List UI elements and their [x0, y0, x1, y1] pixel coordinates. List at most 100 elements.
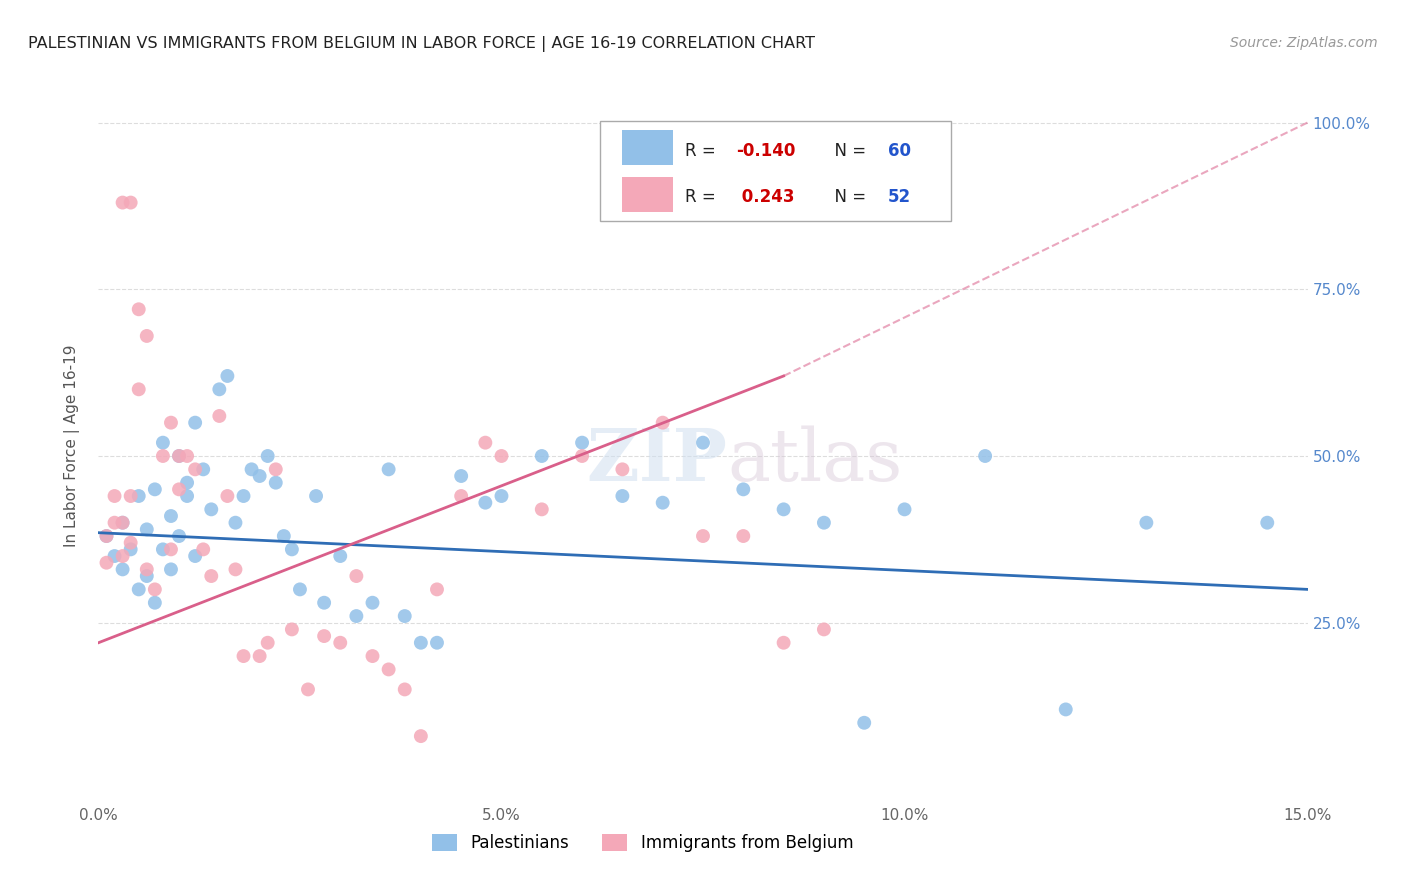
Point — [167, 449, 190, 463]
Point — [232, 489, 254, 503]
Point — [491, 449, 513, 463]
Point — [152, 449, 174, 463]
Point — [167, 529, 190, 543]
Point — [167, 449, 190, 463]
Point — [176, 489, 198, 503]
Point — [120, 195, 142, 210]
Point — [974, 449, 997, 463]
Point — [1135, 516, 1157, 530]
Point — [143, 596, 166, 610]
Point — [120, 542, 142, 557]
Point — [612, 462, 634, 476]
Point — [208, 409, 231, 423]
Point — [256, 449, 278, 463]
Point — [426, 582, 449, 597]
Point — [288, 582, 311, 597]
Point — [853, 715, 876, 730]
Point — [160, 509, 183, 524]
Point — [733, 483, 755, 497]
Point — [240, 462, 263, 476]
Point — [893, 502, 915, 516]
Point — [111, 516, 134, 530]
Point — [135, 329, 157, 343]
Point — [152, 435, 174, 450]
Point — [143, 483, 166, 497]
Point — [249, 469, 271, 483]
Point — [256, 636, 278, 650]
Point — [120, 535, 142, 549]
Point — [281, 542, 304, 557]
Text: -0.140: -0.140 — [735, 142, 794, 160]
Point — [651, 496, 673, 510]
Point — [474, 435, 496, 450]
Point — [314, 596, 336, 610]
Point — [128, 382, 150, 396]
Point — [361, 649, 384, 664]
Text: N =: N = — [824, 142, 872, 160]
Text: 60: 60 — [889, 142, 911, 160]
Point — [193, 542, 215, 557]
Point — [772, 502, 794, 516]
Point — [733, 529, 755, 543]
Point — [377, 462, 399, 476]
Point — [692, 529, 714, 543]
Point — [692, 435, 714, 450]
Point — [344, 609, 367, 624]
Point — [167, 483, 190, 497]
Text: N =: N = — [824, 188, 872, 206]
Point — [530, 502, 553, 516]
Point — [344, 569, 367, 583]
Point — [1054, 702, 1077, 716]
Point — [530, 449, 553, 463]
Point — [160, 562, 183, 576]
Point — [491, 489, 513, 503]
Point — [103, 549, 125, 563]
Point — [305, 489, 328, 503]
Point — [135, 522, 157, 536]
Text: PALESTINIAN VS IMMIGRANTS FROM BELGIUM IN LABOR FORCE | AGE 16-19 CORRELATION CH: PALESTINIAN VS IMMIGRANTS FROM BELGIUM I… — [28, 36, 815, 52]
Point — [184, 462, 207, 476]
Point — [394, 682, 416, 697]
Legend: Palestinians, Immigrants from Belgium: Palestinians, Immigrants from Belgium — [425, 827, 860, 859]
Point — [394, 609, 416, 624]
Point — [200, 502, 222, 516]
Point — [96, 529, 118, 543]
Text: ZIP: ZIP — [586, 425, 727, 496]
Point — [651, 416, 673, 430]
Point — [1256, 516, 1278, 530]
Point — [217, 489, 239, 503]
Point — [120, 489, 142, 503]
Point — [297, 682, 319, 697]
Point — [143, 582, 166, 597]
Point — [813, 623, 835, 637]
Point — [152, 542, 174, 557]
Point — [264, 462, 287, 476]
Point — [224, 562, 246, 576]
Text: 52: 52 — [889, 188, 911, 206]
Point — [103, 516, 125, 530]
Point — [426, 636, 449, 650]
Point — [232, 649, 254, 664]
Point — [571, 435, 593, 450]
Point — [409, 729, 432, 743]
FancyBboxPatch shape — [600, 121, 950, 221]
Point — [184, 416, 207, 430]
Point — [135, 562, 157, 576]
Point — [612, 489, 634, 503]
Point — [329, 636, 352, 650]
Point — [160, 416, 183, 430]
Point — [96, 529, 118, 543]
Point — [273, 529, 295, 543]
Point — [176, 449, 198, 463]
Point — [329, 549, 352, 563]
Point — [176, 475, 198, 490]
Point — [474, 496, 496, 510]
Point — [208, 382, 231, 396]
Point — [111, 195, 134, 210]
Point — [128, 489, 150, 503]
Text: R =: R = — [685, 142, 721, 160]
FancyBboxPatch shape — [621, 130, 672, 165]
Point — [111, 516, 134, 530]
Point — [135, 569, 157, 583]
Point — [281, 623, 304, 637]
